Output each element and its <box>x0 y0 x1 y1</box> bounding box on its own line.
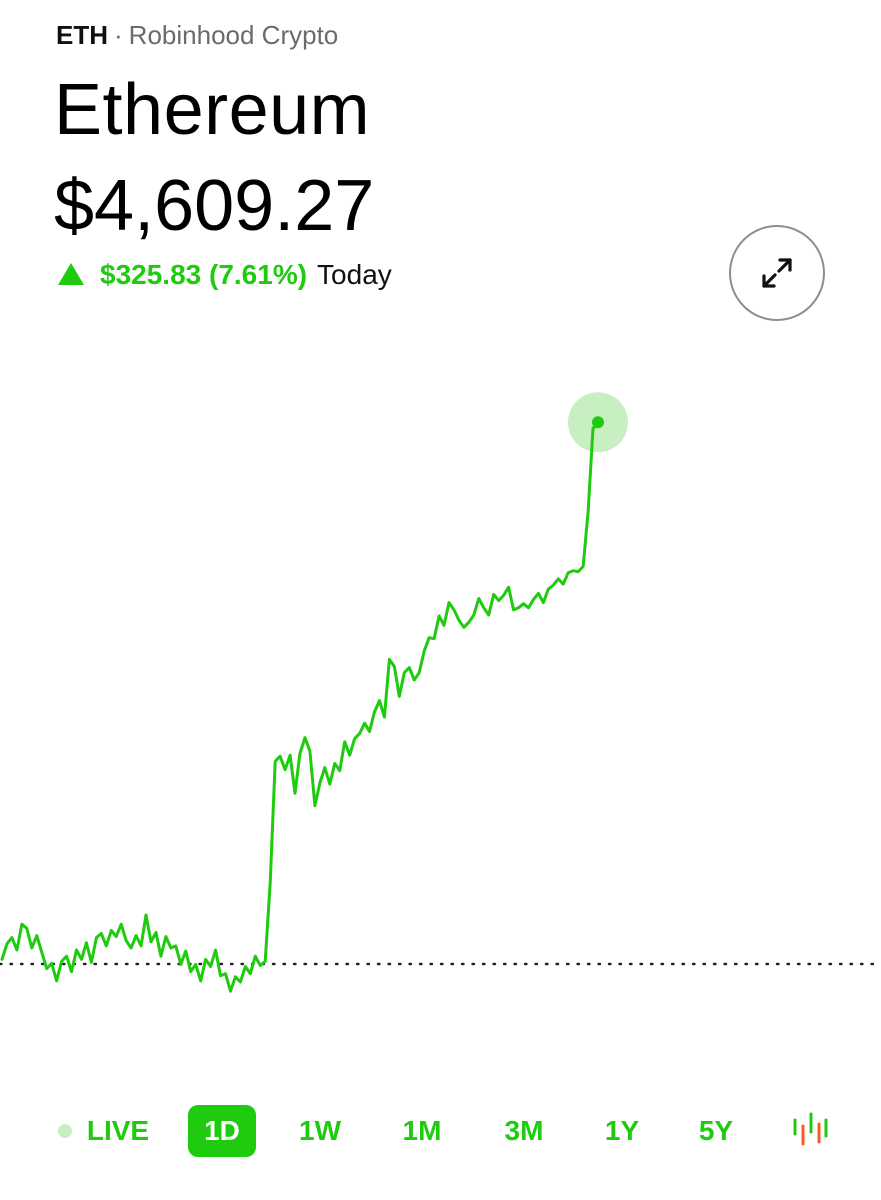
range-1d[interactable]: 1D <box>188 1105 256 1157</box>
asset-price: $4,609.27 <box>54 166 375 246</box>
change-period: Today <box>317 259 392 290</box>
up-triangle-icon <box>58 263 84 285</box>
change-amount: $325.83 (7.61%) <box>100 259 308 290</box>
breadcrumb-separator: · <box>114 20 123 50</box>
range-5y[interactable]: 5Y <box>698 1115 734 1146</box>
range-live[interactable]: LIVE <box>86 1115 150 1146</box>
candlestick-icon[interactable] <box>790 1110 830 1150</box>
asset-name: Ethereum <box>54 70 371 150</box>
expand-arrows-icon <box>762 258 792 288</box>
current-price-dot <box>592 416 604 429</box>
range-selector: LIVE 1D 1W 1M 3M 1Y 5Y <box>0 1105 881 1157</box>
range-1y[interactable]: 1Y <box>604 1115 640 1146</box>
provider-name: Robinhood Crypto <box>128 20 339 50</box>
live-indicator-dot <box>58 1124 72 1138</box>
price-line <box>0 420 600 993</box>
price-change: $325.83 (7.61%) Today <box>58 256 392 294</box>
range-1w[interactable]: 1W <box>299 1115 341 1146</box>
range-1m[interactable]: 1M <box>402 1115 442 1146</box>
asset-breadcrumb: ETH · Robinhood Crypto <box>56 18 338 52</box>
ticker-symbol: ETH <box>56 20 108 50</box>
expand-chart-button[interactable] <box>729 225 825 321</box>
range-3m[interactable]: 3M <box>504 1115 544 1146</box>
price-chart[interactable] <box>0 330 881 1090</box>
